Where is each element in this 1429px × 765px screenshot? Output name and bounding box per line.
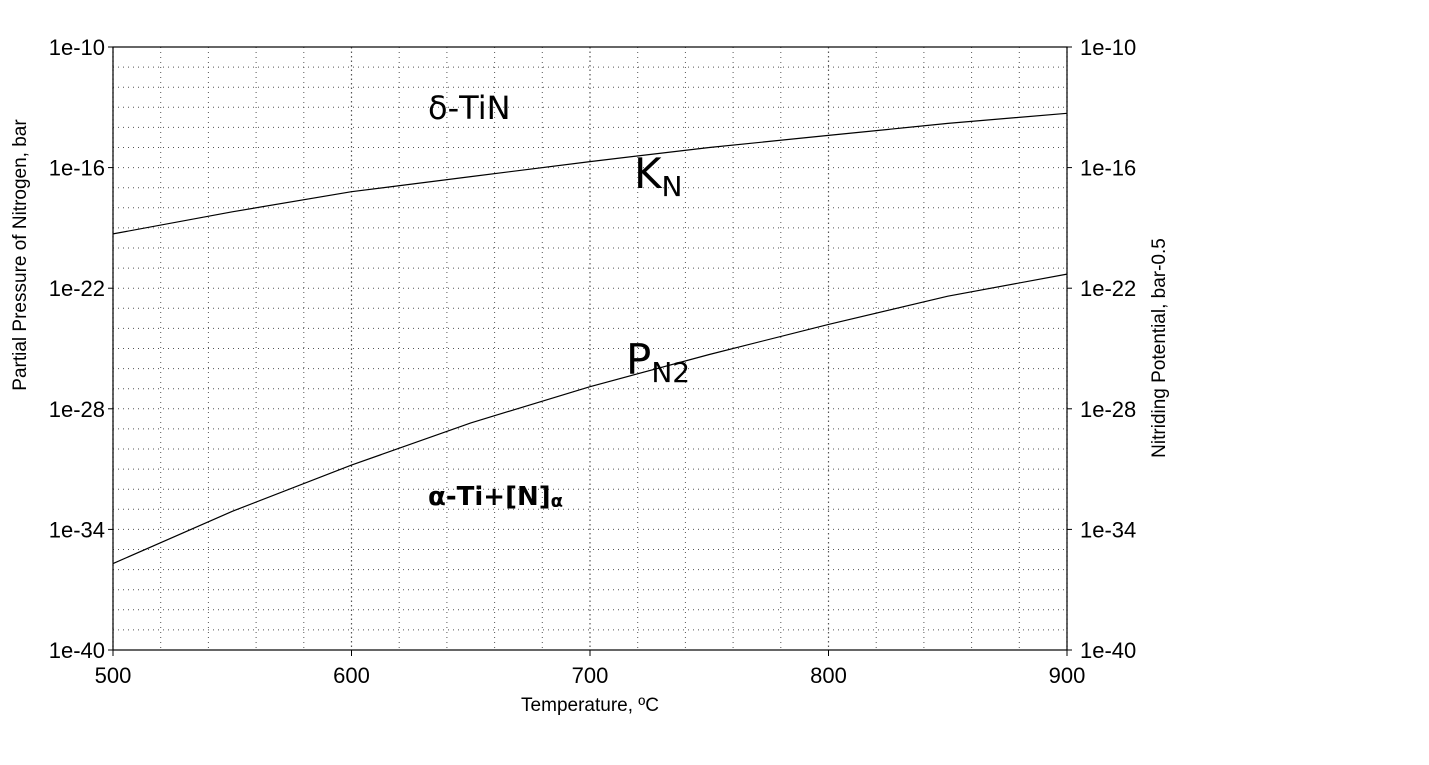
series-lines	[112, 112, 1068, 565]
x-tick-label: 800	[810, 663, 847, 688]
y-axis-label-right: Nitriding Potential, bar-0.5	[1149, 238, 1170, 458]
annotation-tin-region: δ-TiN	[428, 89, 511, 127]
y-tick-label-left: 1e-28	[49, 397, 105, 422]
y-tick-labels-right: 1e-40 1e-34 1e-28 1e-22 1e-16 1e-10	[1067, 35, 1136, 663]
x-tick-label: 700	[572, 663, 609, 688]
x-tick-label: 900	[1049, 663, 1086, 688]
y-tick-label-left: 1e-22	[49, 276, 105, 301]
x-tick-label: 500	[95, 663, 132, 688]
y-tick-label-right: 1e-16	[1080, 156, 1136, 181]
y-tick-label-right: 1e-10	[1080, 35, 1136, 60]
series-label-kn-main: K	[634, 149, 663, 198]
y-tick-label-left: 1e-10	[49, 35, 105, 60]
x-axis-label: Temperature, ºC	[521, 695, 659, 716]
annotation-alpha-sub: α	[551, 491, 563, 512]
y-tick-label-left: 1e-16	[49, 156, 105, 181]
annotation-alpha-main: α-Ti+[N]	[428, 482, 551, 512]
y-tick-label-right: 1e-40	[1080, 638, 1136, 663]
y-axis-label-left: Partial Pressure of Nitrogen, bar	[10, 119, 31, 391]
series-label-pn2-main: P	[626, 335, 651, 384]
series-line-pn2	[112, 273, 1068, 565]
y-tick-label-left: 1e-40	[49, 638, 105, 663]
y-tick-label-left: 1e-34	[49, 517, 105, 542]
series-label-kn: KN	[634, 149, 683, 203]
y-tick-labels-left: 1e-40 1e-34 1e-28 1e-22 1e-16 1e-10	[49, 35, 113, 663]
series-label-pn2-sub: N2	[651, 356, 690, 389]
annotation-alpha-region: α-Ti+[N]α	[428, 482, 563, 512]
series-line-kn	[112, 112, 1068, 235]
series-label-pn2: PN2	[626, 335, 690, 389]
y-tick-label-right: 1e-22	[1080, 276, 1136, 301]
grid	[112, 46, 1068, 651]
x-tick-label: 600	[333, 663, 370, 688]
series-label-kn-sub: N	[662, 170, 683, 203]
y-tick-label-right: 1e-28	[1080, 397, 1136, 422]
x-tick-labels: 500 600 700 800 900	[95, 650, 1086, 688]
y-tick-label-right: 1e-34	[1080, 517, 1136, 542]
